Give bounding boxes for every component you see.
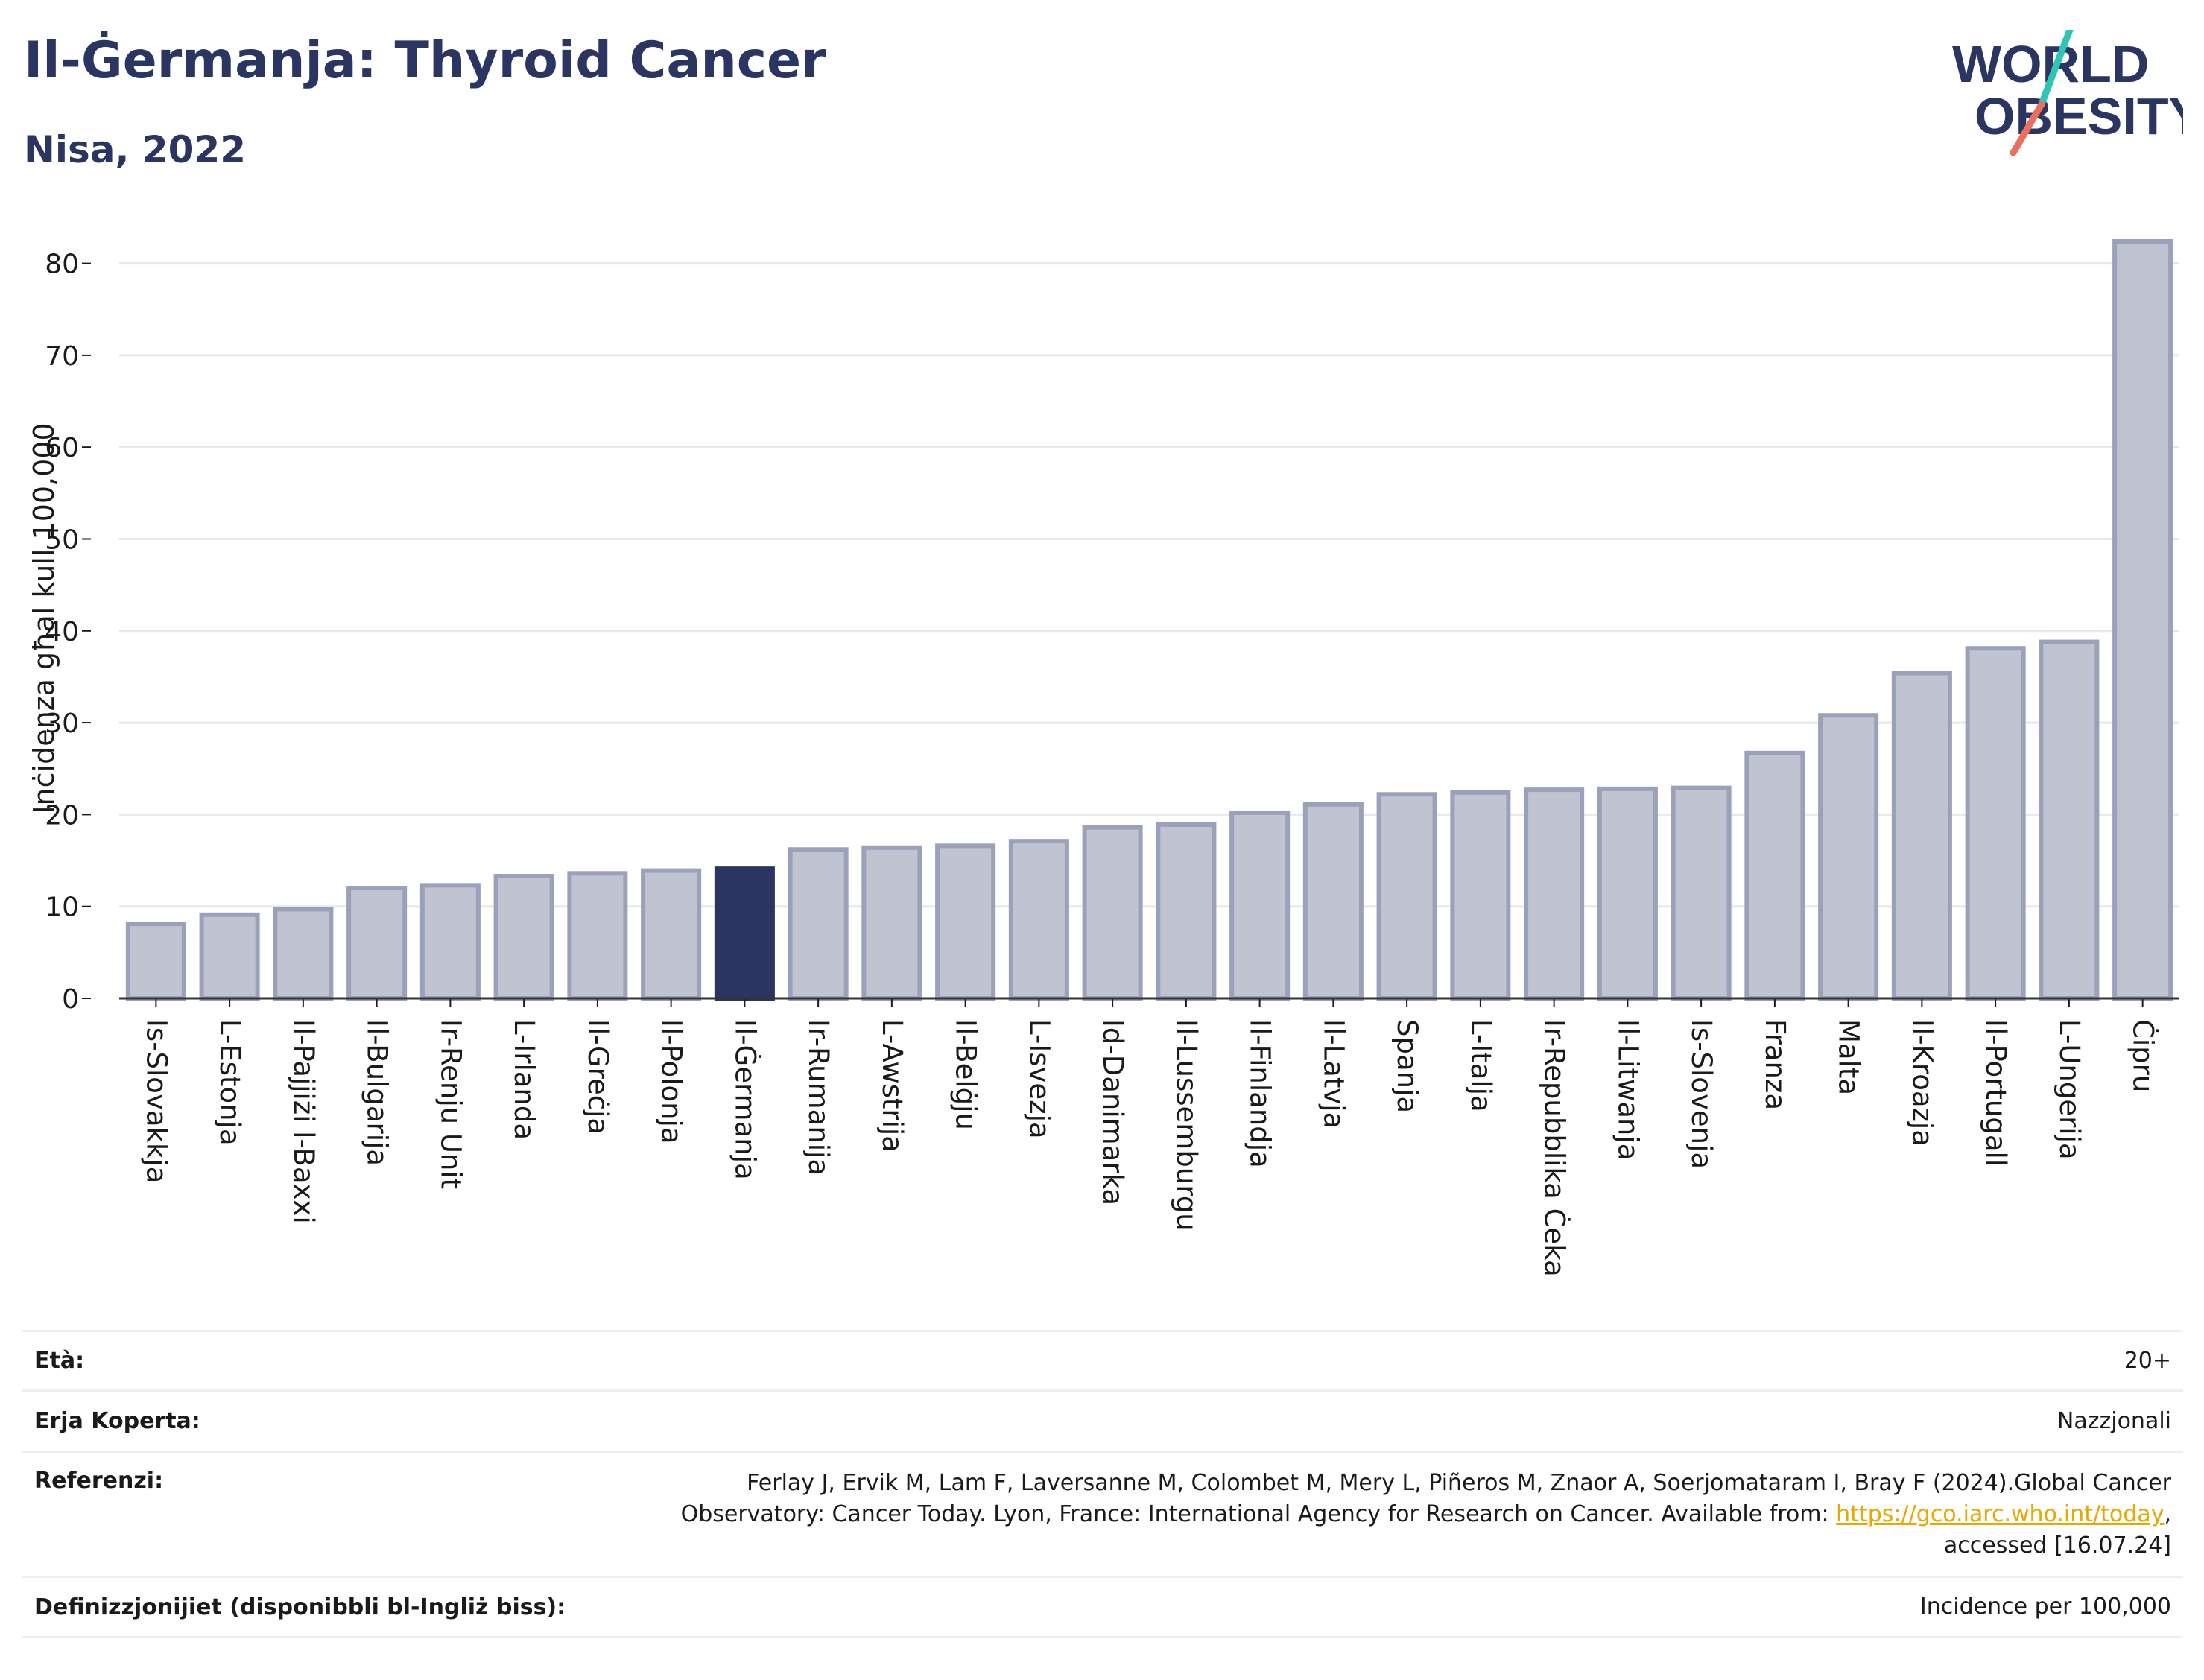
bar[interactable] <box>1450 790 1511 1001</box>
info-row-area: Erja Koperta: Nazzjonali <box>22 1389 2183 1451</box>
reference-line-2: Observatory: Cancer Today. Lyon, France:… <box>681 1499 2171 1530</box>
info-label-references: Referenzi: <box>34 1468 164 1494</box>
x-tick-label: L-Italja <box>1465 1019 1497 1112</box>
x-tick-label: Ċipru <box>2127 1019 2159 1092</box>
bar[interactable] <box>1008 839 1069 1001</box>
bar[interactable] <box>1156 822 1217 1001</box>
bar[interactable] <box>1302 802 1364 1001</box>
bar[interactable] <box>935 843 996 1001</box>
reference-line-3: accessed [16.07.24] <box>1943 1532 2171 1559</box>
x-tick-label: Il-Pajjiżi l-Baxxi <box>288 1019 320 1224</box>
bar[interactable] <box>1597 786 1658 1001</box>
x-tick-label: Il-Finlandja <box>1244 1019 1276 1168</box>
x-tick-label: Malta <box>1833 1019 1865 1095</box>
x-tick-label: L-Ungerija <box>2053 1019 2086 1160</box>
x-tick-label: L-Awstrija <box>876 1019 908 1153</box>
x-tick-label: Il-Bulgarija <box>361 1019 393 1166</box>
bar[interactable] <box>1891 671 1952 1001</box>
x-tick-label: Ir-Renju Unit <box>434 1019 466 1189</box>
info-label-area: Erja Koperta: <box>34 1408 200 1434</box>
reference-link[interactable]: https://gco.iarc.who.int/today <box>1836 1501 2165 1527</box>
info-row-age: Età: 20+ <box>22 1330 2183 1389</box>
bar[interactable] <box>125 922 186 1001</box>
y-tick-label: 20 <box>45 800 79 831</box>
bar[interactable] <box>1082 825 1143 1001</box>
x-tick-label: Il-Ġermanja <box>729 1019 761 1180</box>
bar[interactable] <box>493 874 554 1001</box>
chart-title: Il-Ġermanja: Thyroid Cancer <box>24 31 826 90</box>
x-tick-label: Franza <box>1759 1019 1791 1110</box>
x-tick-label: L-Irlanda <box>508 1019 540 1140</box>
info-row-definitions: Definizzjonijiet (disponibbli bl-Ingliż … <box>22 1576 2183 1638</box>
y-axis-label: Inċidenza għal kull 100,000 <box>28 422 60 814</box>
x-tick-label: Il-Latvja <box>1317 1019 1349 1129</box>
info-row-references: Referenzi: Ferlay J, Ervik M, Lam F, Lav… <box>22 1451 2183 1576</box>
reference-line-2-post: , <box>2164 1501 2171 1527</box>
axis-layer: 0 10 20 30 40 50 60 70 80 Is-Slovakkja L-Estonja Il… <box>45 250 2179 1277</box>
bar[interactable] <box>788 847 849 1001</box>
x-tick-label: Ir-Repubblika Ċeka <box>1539 1019 1571 1277</box>
y-tick-label: 0 <box>62 984 79 1015</box>
x-tick-label: Il-Polonja <box>656 1019 688 1144</box>
x-tick-label: L-Estonja <box>214 1019 246 1146</box>
x-tick-label: Id-Danimarka <box>1097 1019 1129 1205</box>
bar[interactable] <box>1671 785 1732 1001</box>
chart-subtitle: Nisa, 2022 <box>24 128 247 171</box>
y-tick-label: 50 <box>45 525 79 556</box>
bar[interactable] <box>1229 810 1291 1001</box>
info-value-area: Nazzjonali <box>2056 1407 2171 1434</box>
logo-text-obesity: OBESITY <box>1975 87 2183 145</box>
reference-line-2-text: Observatory: Cancer Today. Lyon, France:… <box>680 1501 1837 1527</box>
x-tick-label: Ir-Rumanija <box>802 1019 835 1176</box>
bar[interactable] <box>199 912 260 1001</box>
bar[interactable] <box>1524 787 1585 1001</box>
x-tick-label: Is-Slovakkja <box>140 1019 172 1183</box>
info-table: Età: 20+ Erja Koperta: Nazzjonali Refere… <box>22 1330 2183 1638</box>
x-tick-label: Il-Kroazja <box>1906 1019 1938 1147</box>
bar[interactable] <box>346 886 408 1001</box>
bar-chart: 0 10 20 30 40 50 60 70 80 Is-Slovakkja L-Estonja Il… <box>28 239 2179 1277</box>
y-tick-label: 80 <box>45 250 79 280</box>
bar[interactable] <box>567 871 628 1001</box>
bar[interactable] <box>641 868 702 1001</box>
bar[interactable] <box>1965 646 2026 1001</box>
reference-line-1: Ferlay J, Ervik M, Lam F, Laversanne M, … <box>747 1470 2171 1496</box>
x-tick-label: Is-Slovenja <box>1685 1019 1717 1169</box>
info-value-references: Ferlay J, Ervik M, Lam F, Laversanne M, … <box>681 1468 2171 1562</box>
logo-slash-teal <box>2038 30 2074 108</box>
info-label-age: Età: <box>34 1348 85 1374</box>
bar-layer <box>125 239 2173 1001</box>
bar[interactable] <box>1744 750 1805 1001</box>
bar[interactable] <box>1818 713 1879 1001</box>
x-tick-label: Il-Portugall <box>1980 1019 2012 1167</box>
x-tick-label: Il-Litwanja <box>1612 1019 1644 1160</box>
info-value-definitions: Incidence per 100,000 <box>1919 1594 2171 1620</box>
bar[interactable] <box>2112 239 2173 1001</box>
bar[interactable] <box>714 866 775 1001</box>
bar[interactable] <box>419 883 481 1001</box>
y-tick-label: 10 <box>45 893 79 923</box>
bar[interactable] <box>861 845 922 1001</box>
y-tick-label: 70 <box>45 341 79 372</box>
info-label-definitions: Definizzjonijiet (disponibbli bl-Ingliż … <box>34 1594 566 1620</box>
x-tick-label: L-Isvezja <box>1023 1019 1055 1139</box>
logo-slash-coral <box>2010 101 2045 156</box>
y-tick-label: 60 <box>45 433 79 463</box>
x-tick-label: Il-Belġju <box>950 1019 982 1130</box>
bar[interactable] <box>273 907 334 1001</box>
x-tick-label: Il-Lussemburgu <box>1171 1019 1203 1231</box>
x-tick-label: Spanja <box>1391 1019 1423 1113</box>
info-value-age: 20+ <box>2124 1347 2171 1374</box>
y-tick-label: 40 <box>45 617 79 647</box>
bar[interactable] <box>2039 639 2100 1001</box>
world-obesity-logo: WORLD OBESITY <box>1952 30 2183 156</box>
x-tick-label: Il-Greċja <box>582 1019 614 1135</box>
bar[interactable] <box>1376 792 1437 1001</box>
y-tick-label: 30 <box>45 709 79 739</box>
